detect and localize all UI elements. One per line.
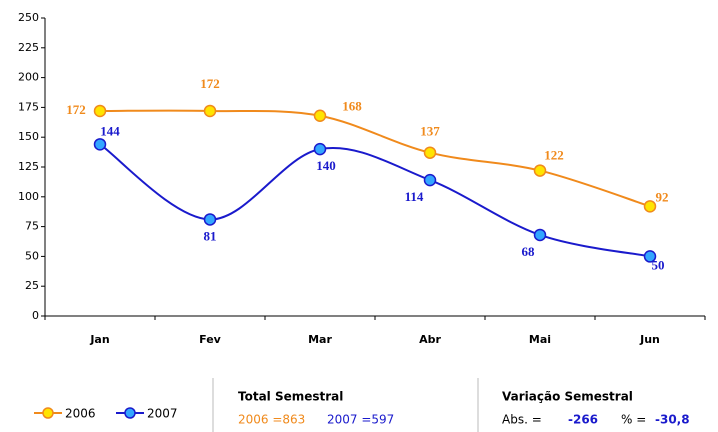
y-tick-label: 75 [25,220,39,233]
y-tick-label: 225 [18,41,39,54]
data-label: 68 [522,244,536,259]
x-tick-label: Fev [199,333,222,346]
marker [313,142,327,156]
x-tick-label: Jun [639,333,660,346]
y-tick-label: 150 [18,130,39,143]
total-title: Total Semestral [238,390,343,404]
abs-label: Abs. = [502,413,542,427]
marker [423,146,437,159]
marker [423,173,437,187]
y-tick-label: 200 [18,71,39,84]
marker [643,250,657,263]
y-tick-label: 125 [18,160,39,173]
y-tick-label: 50 [25,249,39,262]
marker [533,164,547,177]
series-line [99,109,651,208]
y-tick-label: 175 [18,100,39,113]
data-label: 168 [342,99,362,114]
abs-value: -266 [568,413,598,427]
marker [313,109,327,122]
marker [533,228,547,242]
pct-label: % = [621,413,646,427]
data-label: 50 [652,257,665,272]
data-label: 172 [200,76,220,91]
legend-label: 2006 [65,407,96,421]
pct-value: -30,8 [655,413,690,427]
y-tick-label: 0 [32,309,39,322]
y-tick-label: 250 [18,11,39,24]
data-label: 114 [405,189,424,204]
y-tick-label: 25 [25,279,39,292]
total-2006: 2006 =863 [238,413,305,427]
variation-title: Variação Semestral [502,390,633,404]
data-label: 81 [204,228,217,243]
marker [203,104,217,118]
data-label: 140 [316,158,336,173]
marker [643,200,657,213]
x-tick-label: Mai [529,333,551,346]
legend-marker [42,407,54,419]
marker [93,104,107,118]
legend-label: 2007 [147,407,178,421]
x-tick-label: Mar [308,333,332,346]
legend-marker [124,407,136,419]
series-line [99,143,651,258]
x-tick-label: Jan [89,333,109,346]
y-tick-label: 100 [18,190,39,203]
total-2007: 2007 =597 [327,413,394,427]
data-label: 144 [100,123,120,138]
data-label: 92 [656,189,669,204]
data-label: 172 [66,102,86,117]
marker [93,138,107,151]
x-tick-label: Abr [419,333,441,346]
marker [203,213,217,226]
data-label: 137 [420,124,440,139]
data-label: 122 [544,148,564,163]
